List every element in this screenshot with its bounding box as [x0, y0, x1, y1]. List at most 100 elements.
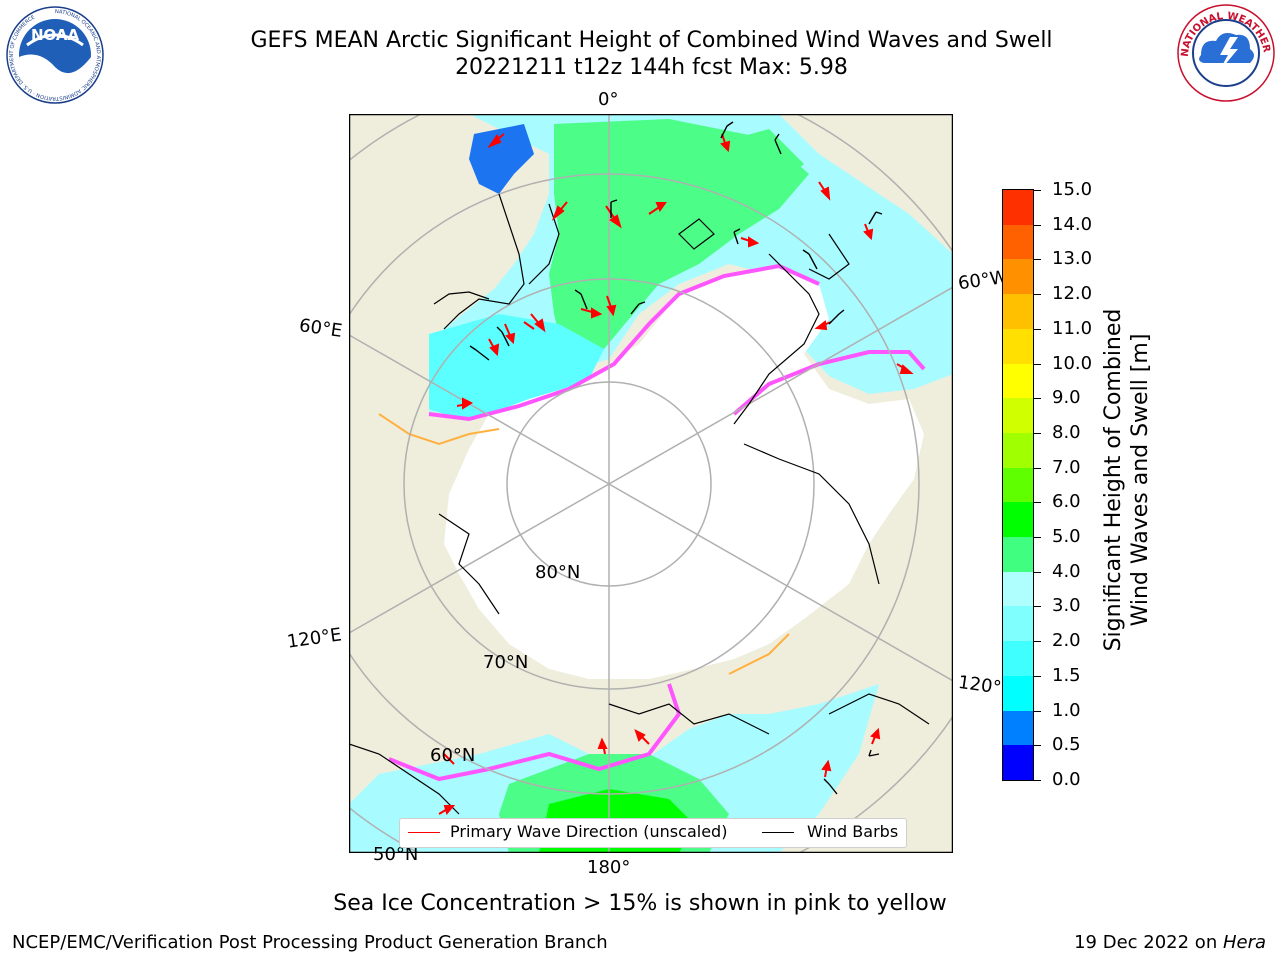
footer-credit: NCEP/EMC/Verification Post Processing Pr… [12, 932, 608, 953]
wind-barbs-legend-line [762, 832, 794, 833]
colorbar-tick-mark [1034, 571, 1041, 573]
colorbar-tick-label: 6.0 [1052, 491, 1081, 513]
colorbar-tick-mark [1034, 294, 1041, 296]
footer-date-text: 19 Dec 2022 on [1074, 932, 1223, 953]
colorbar-segment [1003, 363, 1033, 399]
siberia-coast [438, 513, 500, 615]
meridian-120e [349, 483, 610, 634]
colorbar-tick-label: 8.0 [1052, 421, 1081, 443]
colorbar-tick-label: 0.5 [1052, 734, 1081, 756]
ice-edge-east [732, 350, 926, 416]
lat-label-50: 50°N [373, 844, 419, 865]
colorbar-tick-mark [1034, 190, 1041, 191]
colorbar-tick-mark [1034, 780, 1041, 781]
colorbar-tick-mark [1034, 710, 1041, 712]
lon-label-60e: 60°E [297, 315, 344, 342]
colorbar-tick-label: 0.0 [1052, 769, 1081, 790]
meridian-60w [608, 286, 953, 485]
high-wave-zone-east [679, 129, 804, 214]
wind-barbs [469, 121, 883, 795]
map-legend: Primary Wave Direction (unscaled) Wind B… [399, 818, 907, 848]
colorbar-tick-mark [1034, 606, 1041, 608]
chart-title: GEFS MEAN Arctic Significant Height of C… [250, 28, 1053, 53]
greenland-coast [733, 253, 820, 425]
colorbar-segment [1003, 259, 1033, 295]
colorbar-tick-label: 7.0 [1052, 456, 1081, 478]
colorbar-tick-mark [1034, 467, 1041, 469]
lat-label-70: 70°N [483, 652, 529, 673]
wind-barbs-legend-label: Wind Barbs [807, 822, 899, 841]
colorbar [1002, 189, 1034, 781]
lon-label-180: 180° [587, 857, 631, 878]
colorbar-segment [1003, 502, 1033, 538]
colorbar-label-line1: Significant Height of Combined [1101, 308, 1126, 652]
colorbar-tick-label: 9.0 [1052, 387, 1081, 409]
iceland-outline [808, 233, 850, 280]
colorbar-tick-mark [1034, 363, 1041, 365]
colorbar-tick-label: 13.0 [1052, 248, 1093, 270]
kola-coast [433, 291, 490, 305]
colorbar-tick-label: 3.0 [1052, 595, 1081, 617]
lon-label-120e: 120°E [285, 624, 343, 653]
kamchatka-coast [349, 743, 460, 815]
wave-direction-legend-line [408, 832, 440, 833]
colorbar-segment [1003, 467, 1033, 503]
lon-label-0: 0° [598, 89, 619, 110]
coastlines [349, 193, 930, 815]
colorbar-segment [1003, 432, 1033, 468]
svalbard-outline [678, 218, 715, 250]
bering-strait-coast [608, 703, 770, 735]
colorbar-tick-mark [1034, 745, 1041, 747]
colorbar-segment [1003, 537, 1033, 572]
colorbar-tick-label: 5.0 [1052, 526, 1081, 548]
colorbar-tick-label: 1.5 [1052, 664, 1081, 686]
colorbar-tick-mark [1034, 432, 1041, 434]
colorbar-tick-mark [1034, 537, 1041, 539]
meridian-60e [349, 334, 610, 485]
nws-logo: NATIONAL WEATHER SERVICE [1176, 3, 1275, 102]
ice-edge [428, 263, 820, 422]
meridian-120w [608, 483, 953, 682]
colorbar-segment [1003, 328, 1033, 364]
colorbar-tick-mark [1034, 224, 1041, 226]
colorbar-segment [1003, 641, 1033, 676]
colorbar-segment [1003, 710, 1033, 746]
lat-label-80: 80°N [535, 562, 581, 583]
colorbar-tick-label: 12.0 [1052, 283, 1093, 305]
colorbar-tick-label: 2.0 [1052, 630, 1081, 652]
footer-date: 19 Dec 2022 on Hera [1074, 932, 1266, 953]
lat-label-60: 60°N [430, 745, 476, 766]
colorbar-segment [1003, 745, 1033, 780]
wave-direction-legend-label: Primary Wave Direction (unscaled) [450, 822, 728, 841]
sea-ice-note: Sea Ice Concentration > 15% is shown in … [333, 891, 947, 916]
scandinavia-coast [443, 193, 525, 330]
colorbar-label-line2: Wind Waves and Swell [m] [1128, 333, 1153, 627]
colorbar-tick-mark [1034, 502, 1041, 504]
baltic-low-waves [469, 124, 534, 194]
ice-edge-pacific [388, 683, 682, 782]
noaa-logo-text: NOAA [31, 26, 80, 44]
colorbar-tick-mark [1034, 398, 1041, 400]
colorbar-tick-label: 15.0 [1052, 179, 1093, 200]
colorbar-segment [1003, 294, 1033, 329]
ice-edge-yellow [378, 413, 790, 675]
map-frame [349, 114, 953, 853]
footer-host: Hera [1222, 932, 1266, 953]
canadian-archipelago [743, 443, 880, 585]
arctic-wave-map [349, 114, 953, 853]
colorbar-tick-label: 10.0 [1052, 352, 1093, 374]
colorbar-tick-mark [1034, 641, 1041, 643]
colorbar-segment [1003, 606, 1033, 642]
alaska-coast [828, 693, 930, 725]
colorbar-tick-label: 1.0 [1052, 699, 1081, 721]
colorbar-tick-label: 11.0 [1052, 317, 1093, 339]
graticule [349, 114, 953, 853]
colorbar-segment [1003, 224, 1033, 260]
colorbar-tick-label: 4.0 [1052, 560, 1081, 582]
noaa-logo: NOAA NATIONAL OCEANIC AND ATMOSPHERIC AD… [6, 6, 104, 104]
colorbar-tick-label: 14.0 [1052, 213, 1093, 235]
colorbar-tick-mark [1034, 675, 1041, 677]
colorbar-segment [1003, 571, 1033, 607]
colorbar-tick-mark [1034, 328, 1041, 330]
colorbar-segment [1003, 675, 1033, 711]
